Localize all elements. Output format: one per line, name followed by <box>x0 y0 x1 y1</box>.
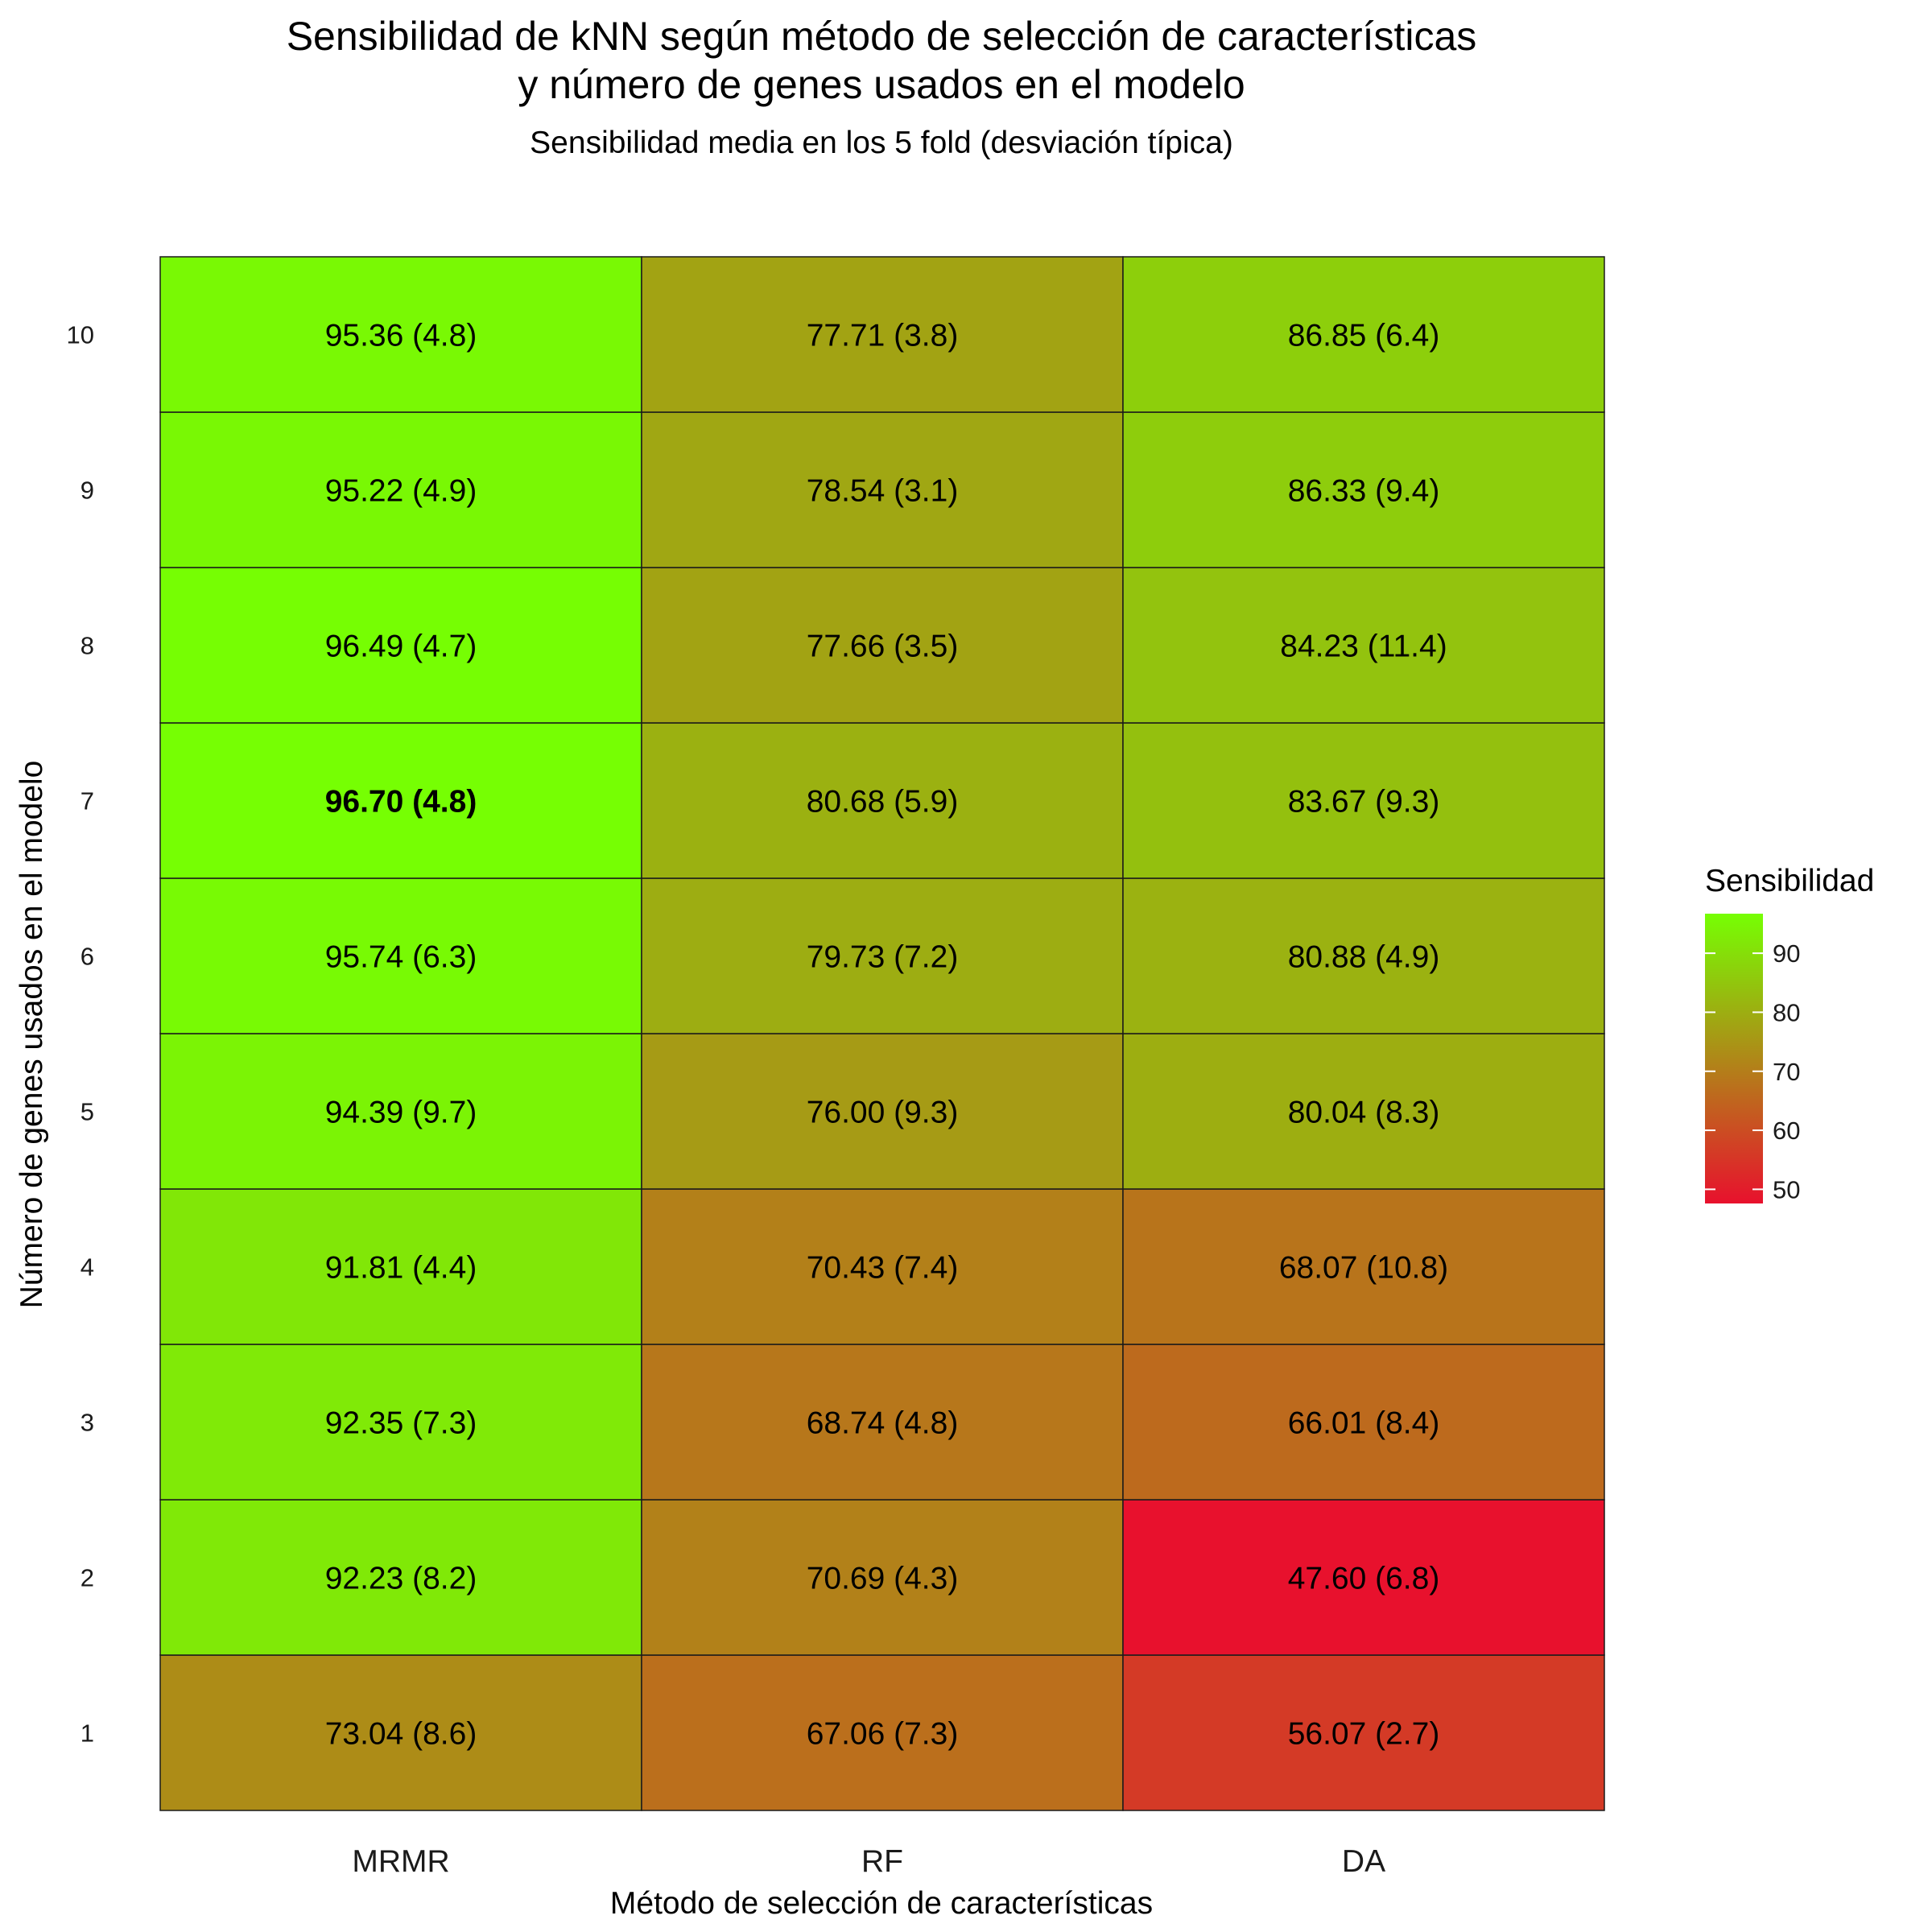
legend-tick-label-60: 60 <box>1773 1117 1800 1145</box>
y-tick-label-9: 9 <box>80 477 94 505</box>
heatmap-cell-mrmr-5 <box>159 1033 642 1190</box>
y-tick-label-10: 10 <box>67 321 94 349</box>
heatmap-cell-mrmr-8 <box>159 567 642 724</box>
heatmap-cell-da-7 <box>1122 722 1605 879</box>
heatmap-cell-rf-8 <box>641 567 1124 724</box>
x-tick-label-rf: RF <box>861 1844 903 1879</box>
heatmap-cell-mrmr-7 <box>159 722 642 879</box>
cell-label-rf-1: 67.06 (7.3) <box>807 1717 959 1752</box>
heatmap-cell-rf-3 <box>641 1344 1124 1501</box>
y-tick-label-1: 1 <box>80 1719 94 1748</box>
cell-label-rf-9: 78.54 (3.1) <box>807 474 959 509</box>
y-tick-label-7: 7 <box>80 787 94 815</box>
color-legend: Sensibilidad 50 60 70 80 90 <box>1705 864 1874 1203</box>
y-tick-label-2: 2 <box>80 1564 94 1592</box>
cell-label-rf-4: 70.43 (7.4) <box>807 1251 959 1286</box>
heatmap-cell-rf-2 <box>641 1499 1124 1656</box>
cell-label-mrmr-9: 95.22 (4.9) <box>325 474 477 509</box>
cell-label-mrmr-6: 95.74 (6.3) <box>325 940 477 975</box>
cell-label-rf-8: 77.66 (3.5) <box>807 630 959 664</box>
heatmap-cell-da-8 <box>1122 567 1605 724</box>
y-tick-label-3: 3 <box>80 1409 94 1437</box>
legend-tick-label-50: 50 <box>1773 1175 1800 1203</box>
cell-label-da-2: 47.60 (6.8) <box>1288 1562 1440 1596</box>
cell-label-mrmr-8: 96.49 (4.7) <box>325 630 477 664</box>
cell-label-da-8: 84.23 (11.4) <box>1280 630 1447 664</box>
legend-title: Sensibilidad <box>1705 864 1874 898</box>
heatmap-cell-rf-9 <box>641 411 1124 568</box>
cell-label-rf-6: 79.73 (7.2) <box>807 940 959 975</box>
cell-label-rf-3: 68.74 (4.8) <box>807 1406 959 1441</box>
cell-label-da-9: 86.33 (9.4) <box>1288 474 1440 509</box>
heatmap-cell-rf-7 <box>641 722 1124 879</box>
y-tick-label-4: 4 <box>80 1253 94 1282</box>
cell-label-rf-5: 76.00 (9.3) <box>807 1096 959 1130</box>
heatmap-cell-da-3 <box>1122 1344 1605 1501</box>
cell-label-da-4: 68.07 (10.8) <box>1279 1251 1448 1286</box>
heatmap-cell-rf-6 <box>641 877 1124 1034</box>
x-tick-label-da: DA <box>1342 1844 1385 1879</box>
legend-colorbar <box>1705 914 1763 1203</box>
chart-subtitle: Sensibilidad media en los 5 fold (desvia… <box>530 126 1233 160</box>
heatmap-cell-da-6 <box>1122 877 1605 1034</box>
legend-tick-label-70: 70 <box>1773 1058 1800 1086</box>
heatmap-cell-da-5 <box>1122 1033 1605 1190</box>
heatmap-cell-da-4 <box>1122 1188 1605 1345</box>
cell-label-mrmr-1: 73.04 (8.6) <box>325 1717 477 1752</box>
heatmap-cell-rf-5 <box>641 1033 1124 1190</box>
legend-tick-label-80: 80 <box>1773 998 1800 1026</box>
cell-label-da-6: 80.88 (4.9) <box>1288 940 1440 975</box>
chart-title-line-2: y número de genes usados en el modelo <box>518 62 1245 107</box>
heatmap-cell-da-10 <box>1122 256 1605 413</box>
y-tick-label-5: 5 <box>80 1098 94 1126</box>
heatmap-cells: 73.04 (8.6) 92.23 (8.2) 92.35 (7.3) 91.81 (… <box>159 256 1605 1811</box>
x-axis-title: Método de selección de características <box>610 1886 1153 1921</box>
heatmap-cell-rf-10 <box>641 256 1124 413</box>
cell-label-rf-7: 80.68 (5.9) <box>807 785 959 819</box>
cell-label-rf-2: 70.69 (4.3) <box>807 1562 959 1596</box>
legend-tick-label-90: 90 <box>1773 939 1800 968</box>
y-tick-label-8: 8 <box>80 632 94 660</box>
legend-ticks: 50 60 70 80 90 <box>1705 939 1800 1203</box>
cell-label-rf-10: 77.71 (3.8) <box>807 319 959 353</box>
heatmap-cell-mrmr-1 <box>159 1654 642 1811</box>
cell-label-da-5: 80.04 (8.3) <box>1288 1096 1440 1130</box>
cell-label-mrmr-2: 92.23 (8.2) <box>325 1562 477 1596</box>
cell-label-da-7: 83.67 (9.3) <box>1288 785 1440 819</box>
heatmap-cell-mrmr-9 <box>159 411 642 568</box>
cell-label-mrmr-7: 96.70 (4.8) <box>325 785 477 819</box>
axis-ticks: 1 2 3 4 5 6 7 8 9 10 MRMR RF DA <box>67 321 1386 1880</box>
heatmap-cell-da-9 <box>1122 411 1605 568</box>
cell-label-mrmr-10: 95.36 (4.8) <box>325 319 477 353</box>
chart-title-line-1: Sensibilidad de kNN según método de sele… <box>287 14 1477 59</box>
cell-label-mrmr-5: 94.39 (9.7) <box>325 1096 477 1130</box>
cell-label-mrmr-3: 92.35 (7.3) <box>325 1406 477 1441</box>
heatmap-cell-mrmr-6 <box>159 877 642 1034</box>
heatmap-cell-mrmr-2 <box>159 1499 642 1656</box>
heatmap-cell-mrmr-4 <box>159 1188 642 1345</box>
cell-label-da-10: 86.85 (6.4) <box>1288 319 1440 353</box>
heatmap-cell-da-1 <box>1122 1654 1605 1811</box>
cell-label-mrmr-4: 91.81 (4.4) <box>325 1251 477 1286</box>
y-tick-label-6: 6 <box>80 943 94 971</box>
cell-label-da-1: 56.07 (2.7) <box>1288 1717 1440 1752</box>
y-axis-title: Número de genes usados en el modelo <box>14 761 49 1309</box>
cell-label-da-3: 66.01 (8.4) <box>1288 1406 1440 1441</box>
x-tick-label-mrmr: MRMR <box>352 1844 449 1879</box>
heatmap-cell-mrmr-10 <box>159 256 642 413</box>
